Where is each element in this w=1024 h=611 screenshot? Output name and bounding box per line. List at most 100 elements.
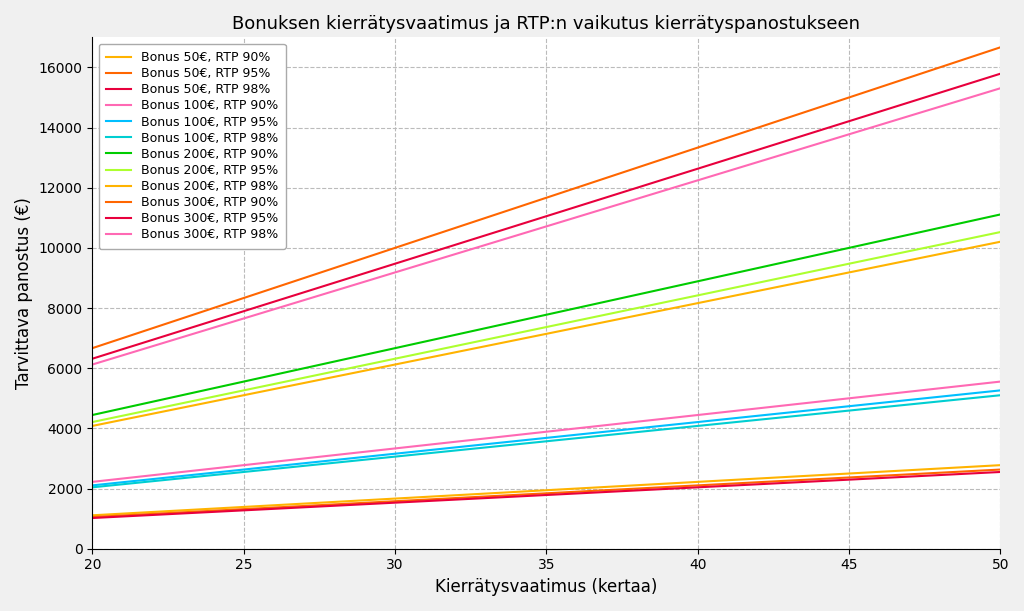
Bonus 50€, RTP 95% bbox=[624, 485, 636, 492]
Bonus 200€, RTP 90% bbox=[627, 292, 639, 299]
Bonus 300€, RTP 95% bbox=[86, 355, 98, 362]
Bonus 100€, RTP 98% bbox=[851, 406, 863, 414]
Bonus 300€, RTP 95% bbox=[851, 115, 863, 122]
Bonus 50€, RTP 95% bbox=[909, 470, 922, 478]
Bonus 100€, RTP 98% bbox=[909, 400, 922, 408]
Bonus 100€, RTP 90% bbox=[851, 393, 863, 401]
Line: Bonus 200€, RTP 98%: Bonus 200€, RTP 98% bbox=[92, 242, 1000, 426]
Bonus 200€, RTP 95% bbox=[624, 306, 636, 313]
Bonus 50€, RTP 98% bbox=[624, 487, 636, 494]
Legend: Bonus 50€, RTP 90%, Bonus 50€, RTP 95%, Bonus 50€, RTP 98%, Bonus 100€, RTP 90%,: Bonus 50€, RTP 90%, Bonus 50€, RTP 95%, … bbox=[98, 43, 286, 249]
Bonus 50€, RTP 98% bbox=[851, 475, 863, 483]
Bonus 100€, RTP 95% bbox=[627, 425, 639, 433]
Bonus 300€, RTP 90% bbox=[642, 161, 654, 168]
Bonus 200€, RTP 95% bbox=[89, 418, 101, 425]
Bonus 300€, RTP 90% bbox=[624, 166, 636, 174]
Bonus 50€, RTP 98% bbox=[909, 473, 922, 480]
Bonus 100€, RTP 90% bbox=[909, 387, 922, 395]
Bonus 200€, RTP 98% bbox=[642, 310, 654, 317]
Bonus 300€, RTP 95% bbox=[994, 70, 1007, 78]
Bonus 50€, RTP 90% bbox=[909, 466, 922, 474]
Bonus 200€, RTP 98% bbox=[851, 267, 863, 274]
Bonus 100€, RTP 95% bbox=[89, 481, 101, 489]
Bonus 200€, RTP 90% bbox=[624, 293, 636, 300]
Bonus 100€, RTP 98% bbox=[624, 429, 636, 436]
Bonus 50€, RTP 90% bbox=[89, 511, 101, 519]
Bonus 300€, RTP 90% bbox=[89, 343, 101, 351]
Bonus 100€, RTP 98% bbox=[627, 429, 639, 436]
Bonus 50€, RTP 98% bbox=[89, 514, 101, 522]
Bonus 300€, RTP 98% bbox=[994, 84, 1007, 92]
Bonus 50€, RTP 95% bbox=[642, 485, 654, 492]
X-axis label: Kierrätysvaatimus (kertaa): Kierrätysvaatimus (kertaa) bbox=[435, 578, 657, 596]
Bonus 200€, RTP 95% bbox=[851, 258, 863, 266]
Bonus 100€, RTP 95% bbox=[642, 423, 654, 431]
Bonus 200€, RTP 95% bbox=[909, 246, 922, 254]
Bonus 200€, RTP 90% bbox=[89, 411, 101, 418]
Bonus 200€, RTP 95% bbox=[994, 229, 1007, 236]
Bonus 300€, RTP 98% bbox=[909, 111, 922, 118]
Bonus 100€, RTP 90% bbox=[86, 478, 98, 486]
Bonus 100€, RTP 90% bbox=[624, 419, 636, 426]
Bonus 50€, RTP 90% bbox=[627, 482, 639, 489]
Bonus 100€, RTP 90% bbox=[642, 417, 654, 424]
Bonus 50€, RTP 95% bbox=[86, 513, 98, 521]
Bonus 50€, RTP 98% bbox=[642, 486, 654, 494]
Bonus 100€, RTP 90% bbox=[627, 419, 639, 426]
Bonus 200€, RTP 90% bbox=[851, 243, 863, 250]
Bonus 300€, RTP 95% bbox=[642, 181, 654, 188]
Line: Bonus 100€, RTP 95%: Bonus 100€, RTP 95% bbox=[92, 390, 1000, 485]
Line: Bonus 50€, RTP 90%: Bonus 50€, RTP 90% bbox=[92, 465, 1000, 515]
Bonus 200€, RTP 95% bbox=[627, 306, 639, 313]
Bonus 100€, RTP 98% bbox=[86, 484, 98, 491]
Bonus 300€, RTP 90% bbox=[627, 166, 639, 173]
Bonus 100€, RTP 95% bbox=[851, 401, 863, 409]
Bonus 100€, RTP 98% bbox=[89, 483, 101, 491]
Bonus 300€, RTP 98% bbox=[624, 197, 636, 205]
Bonus 50€, RTP 90% bbox=[851, 469, 863, 477]
Bonus 300€, RTP 98% bbox=[89, 360, 101, 367]
Line: Bonus 300€, RTP 98%: Bonus 300€, RTP 98% bbox=[92, 88, 1000, 365]
Bonus 300€, RTP 98% bbox=[642, 192, 654, 199]
Bonus 200€, RTP 98% bbox=[624, 313, 636, 321]
Bonus 300€, RTP 95% bbox=[89, 354, 101, 362]
Bonus 100€, RTP 98% bbox=[994, 392, 1007, 399]
Bonus 300€, RTP 98% bbox=[627, 196, 639, 203]
Bonus 300€, RTP 90% bbox=[86, 345, 98, 352]
Bonus 100€, RTP 95% bbox=[86, 481, 98, 489]
Bonus 200€, RTP 90% bbox=[994, 211, 1007, 218]
Bonus 100€, RTP 95% bbox=[624, 425, 636, 433]
Bonus 100€, RTP 95% bbox=[994, 387, 1007, 394]
Bonus 200€, RTP 95% bbox=[642, 302, 654, 309]
Line: Bonus 50€, RTP 95%: Bonus 50€, RTP 95% bbox=[92, 470, 1000, 517]
Bonus 50€, RTP 90% bbox=[86, 511, 98, 519]
Bonus 50€, RTP 98% bbox=[627, 487, 639, 494]
Bonus 200€, RTP 90% bbox=[909, 230, 922, 237]
Bonus 100€, RTP 98% bbox=[642, 427, 654, 434]
Bonus 300€, RTP 95% bbox=[627, 185, 639, 192]
Bonus 300€, RTP 95% bbox=[909, 97, 922, 104]
Bonus 50€, RTP 95% bbox=[627, 485, 639, 492]
Bonus 300€, RTP 90% bbox=[851, 91, 863, 98]
Bonus 100€, RTP 90% bbox=[994, 378, 1007, 386]
Bonus 300€, RTP 90% bbox=[994, 44, 1007, 51]
Bonus 300€, RTP 98% bbox=[86, 361, 98, 368]
Line: Bonus 50€, RTP 98%: Bonus 50€, RTP 98% bbox=[92, 472, 1000, 518]
Bonus 50€, RTP 90% bbox=[642, 481, 654, 488]
Bonus 200€, RTP 90% bbox=[642, 288, 654, 296]
Bonus 100€, RTP 95% bbox=[909, 396, 922, 403]
Line: Bonus 200€, RTP 95%: Bonus 200€, RTP 95% bbox=[92, 232, 1000, 422]
Line: Bonus 100€, RTP 90%: Bonus 100€, RTP 90% bbox=[92, 382, 1000, 482]
Bonus 200€, RTP 98% bbox=[909, 255, 922, 263]
Bonus 50€, RTP 95% bbox=[994, 466, 1007, 474]
Bonus 200€, RTP 98% bbox=[994, 238, 1007, 246]
Bonus 50€, RTP 98% bbox=[994, 468, 1007, 475]
Line: Bonus 300€, RTP 95%: Bonus 300€, RTP 95% bbox=[92, 74, 1000, 359]
Bonus 50€, RTP 95% bbox=[851, 474, 863, 481]
Title: Bonuksen kierrätysvaatimus ja RTP:n vaikutus kierrätyspanostukseen: Bonuksen kierrätysvaatimus ja RTP:n vaik… bbox=[232, 15, 860, 33]
Bonus 200€, RTP 98% bbox=[89, 422, 101, 429]
Bonus 50€, RTP 95% bbox=[89, 513, 101, 521]
Bonus 200€, RTP 90% bbox=[86, 411, 98, 419]
Bonus 200€, RTP 95% bbox=[86, 419, 98, 426]
Line: Bonus 200€, RTP 90%: Bonus 200€, RTP 90% bbox=[92, 214, 1000, 415]
